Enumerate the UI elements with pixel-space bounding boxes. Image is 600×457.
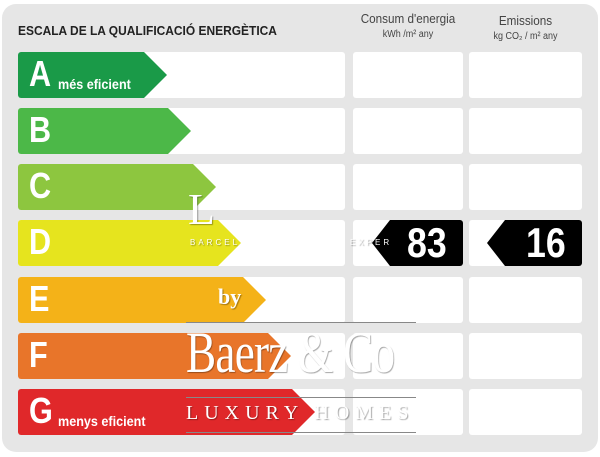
rating-row-e: E <box>18 277 582 323</box>
watermark-by: by <box>218 284 242 309</box>
consum-cell <box>353 52 463 98</box>
emissions-cell <box>469 52 582 98</box>
rating-letter: E <box>29 278 50 319</box>
rating-sublabel: menys eficient <box>58 413 146 429</box>
rating-row-g: G menys eficient <box>18 389 582 435</box>
watermark-line <box>186 432 416 433</box>
rating-row-b: B <box>18 108 582 154</box>
consum-cell <box>353 389 463 435</box>
consum-cell <box>353 333 463 379</box>
watermark-line <box>186 397 416 398</box>
emissions-value-tag: 16 <box>487 220 582 266</box>
emissions-label: Emissions <box>498 13 553 28</box>
consum-label: Consum d'energia <box>360 11 456 26</box>
consum-header: Consum d'energia kWh /m² any <box>359 11 458 43</box>
emissions-cell <box>469 389 582 435</box>
watermark-brand: Baerz & Co <box>186 320 395 385</box>
consum-cell <box>353 108 463 154</box>
rating-arrow: F <box>18 333 291 379</box>
watermark-exper: EXPER <box>350 238 393 247</box>
rating-letter: C <box>29 165 52 206</box>
rating-letter: A <box>29 53 52 94</box>
emissions-cell <box>469 277 582 323</box>
emissions-cell <box>469 333 582 379</box>
rating-arrow: A més eficient <box>18 52 167 98</box>
rating-arrow: B <box>18 108 191 154</box>
consum-value: 83 <box>407 219 447 266</box>
emissions-cell <box>469 164 582 210</box>
rating-row-d: D 83 16 <box>18 220 582 266</box>
consum-value-tag: 83 <box>372 220 463 266</box>
consum-cell <box>353 164 463 210</box>
watermark-line <box>186 322 416 323</box>
consum-unit: kWh /m² any <box>382 29 434 40</box>
rating-letter: F <box>29 334 48 375</box>
rating-row-f: F <box>18 333 582 379</box>
emissions-cell <box>469 108 582 154</box>
emissions-cell: 16 <box>469 220 582 266</box>
rating-letter: G <box>29 390 53 431</box>
rating-sublabel: més eficient <box>58 76 131 92</box>
rating-arrow: C <box>18 164 216 210</box>
rating-arrow: D <box>18 220 241 266</box>
emissions-value: 16 <box>526 219 566 266</box>
rating-letter: D <box>29 221 52 262</box>
rating-row-a: A més eficient <box>18 52 582 98</box>
rating-arrow: G menys eficient <box>18 389 315 435</box>
watermark-tagline: LUXURY HOMES <box>186 402 415 424</box>
consum-cell <box>353 277 463 323</box>
watermark-city: BARCEL <box>190 238 241 247</box>
rating-arrow: E <box>18 277 266 323</box>
consum-cell: 83 <box>353 220 463 266</box>
watermark-logo-l: L <box>188 185 215 234</box>
rating-letter: B <box>29 109 52 150</box>
emissions-unit: kg CO₂ / m² any <box>493 31 558 42</box>
rating-row-c: C <box>18 164 582 210</box>
label-title: ESCALA DE LA QUALIFICACIÓ ENERGÈTICA <box>18 23 277 38</box>
emissions-header: Emissions kg CO₂ / m² any <box>475 13 577 45</box>
